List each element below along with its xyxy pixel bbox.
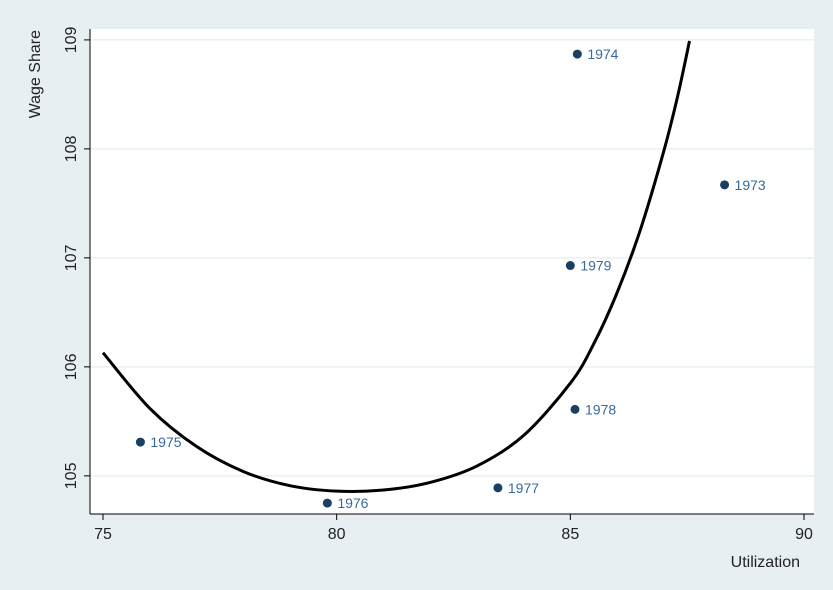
data-label-1973: 1973: [735, 177, 766, 193]
x-tick-label: 90: [795, 526, 813, 543]
data-point-1974: [572, 49, 582, 59]
y-tick-label: 109: [63, 26, 80, 53]
y-tick-label: 108: [63, 135, 80, 162]
y-axis-label: Wage Share: [27, 30, 44, 118]
x-axis-label: Utilization: [731, 554, 800, 571]
data-point-1979: [565, 261, 575, 271]
fitted-curve: [101, 40, 691, 493]
data-label-1974: 1974: [587, 46, 618, 62]
y-tick-label: 107: [63, 244, 80, 271]
plot-area: [90, 29, 814, 514]
data-label-1979: 1979: [580, 258, 611, 274]
data-point-1973: [720, 180, 730, 190]
y-tick-label: 105: [63, 462, 80, 489]
y-tick-label: 106: [63, 353, 80, 380]
x-tick-label: 75: [94, 526, 112, 543]
data-point-1975: [135, 437, 145, 447]
data-label-1977: 1977: [508, 480, 539, 496]
data-label-1976: 1976: [337, 495, 368, 511]
gridlines: [90, 39, 814, 477]
data-point-1976: [322, 498, 332, 508]
data-points: 1973 1974 1975 1976 1977 1978 1979: [135, 46, 766, 511]
x-tick-label: 85: [561, 526, 579, 543]
data-point-1978: [570, 404, 580, 414]
x-tick-label: 80: [328, 526, 346, 543]
data-point-1977: [493, 483, 503, 493]
data-label-1975: 1975: [150, 434, 181, 450]
data-label-1978: 1978: [585, 401, 616, 417]
fitted-curve-layer: [101, 40, 691, 493]
axes: 75 80 85 90 105 106 107 108 109: [63, 26, 814, 543]
